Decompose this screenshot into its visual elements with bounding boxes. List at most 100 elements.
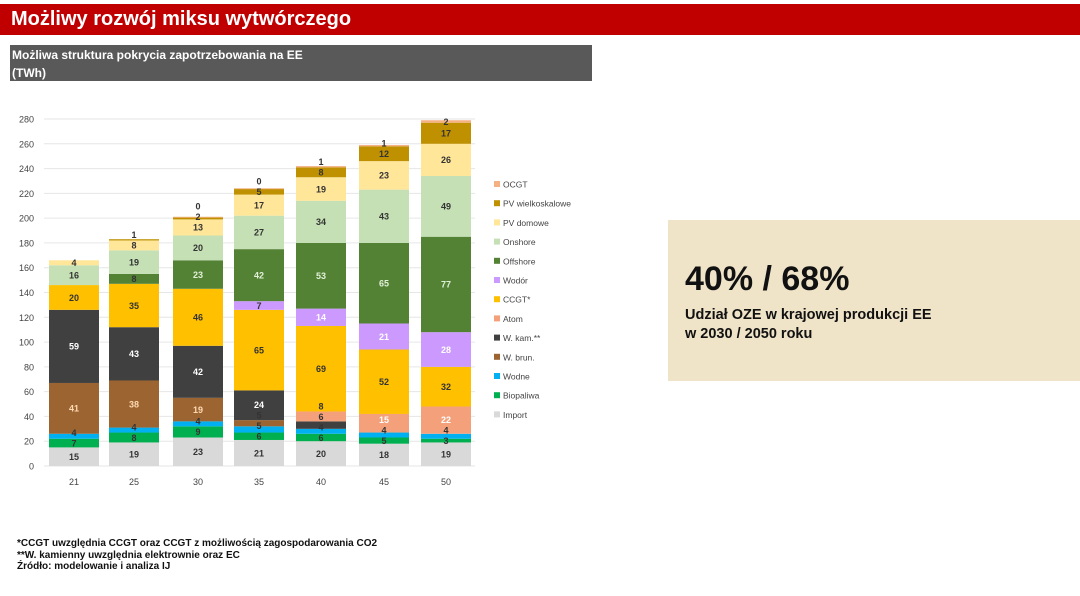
bar-segment — [234, 215, 284, 250]
y-tick-label: 40 — [24, 412, 34, 422]
bar-segment — [109, 239, 159, 241]
data-label: 4 — [71, 258, 76, 268]
data-label: 21 — [254, 448, 264, 458]
bar-segment — [296, 177, 346, 201]
bar-segment — [359, 242, 409, 324]
bar-segment — [296, 421, 346, 429]
data-label: 5 — [256, 187, 261, 197]
bar-segment — [359, 432, 409, 438]
bar-segment — [49, 265, 99, 286]
data-label: 4 — [131, 422, 136, 432]
bar-segment — [49, 309, 99, 383]
data-label: 43 — [129, 349, 139, 359]
bar-segment — [296, 433, 346, 442]
y-tick-label: 0 — [29, 462, 34, 472]
legend-swatch — [494, 315, 500, 322]
data-label: 21 — [379, 332, 389, 342]
data-label: 12 — [379, 149, 389, 159]
legend-swatch — [494, 334, 500, 341]
bar-segment — [173, 235, 223, 261]
data-label: 49 — [441, 202, 451, 212]
bar-segment — [234, 420, 284, 427]
y-tick-label: 140 — [19, 288, 34, 298]
data-label: 6 — [318, 433, 323, 443]
data-label: 59 — [69, 342, 79, 352]
data-label: 38 — [129, 399, 139, 409]
data-label: 19 — [441, 450, 451, 460]
data-label: 17 — [441, 129, 451, 139]
bar-segment — [49, 447, 99, 466]
bar-segment — [173, 421, 223, 427]
bar-segment — [49, 438, 99, 448]
data-label: 2 — [195, 212, 200, 222]
chart-subtitle: Możliwa struktura pokrycia zapotrzebowan… — [12, 48, 303, 62]
data-label: 0 — [195, 202, 200, 212]
data-label: 4 — [443, 425, 448, 435]
y-tick-label: 80 — [24, 362, 34, 372]
data-label: 9 — [195, 427, 200, 437]
legend-label: Biopaliwa — [503, 391, 540, 401]
bar-segment — [234, 439, 284, 466]
kpi-text-line1: Udział OZE w krajowej produkcji EE — [685, 307, 932, 323]
data-label: 1 — [318, 157, 323, 167]
bar-segment — [173, 216, 223, 220]
data-label: 19 — [129, 450, 139, 460]
bar-segment — [109, 327, 159, 381]
bar-segment — [359, 146, 409, 162]
legend-label: W. brun. — [503, 352, 535, 362]
bar-segment — [296, 441, 346, 466]
bar-segment — [173, 345, 223, 398]
y-tick-label: 280 — [19, 115, 34, 125]
data-label: 7 — [71, 438, 76, 448]
data-label: 65 — [379, 279, 389, 289]
data-label: 15 — [69, 452, 79, 462]
bar-segment — [49, 382, 99, 434]
data-label: 15 — [379, 415, 389, 425]
data-label: 27 — [254, 228, 264, 238]
data-label: 19 — [129, 257, 139, 267]
kpi-text-line2: w 2030 / 2050 roku — [685, 326, 813, 342]
legend-label: Wodne — [503, 372, 530, 382]
x-tick-label: 25 — [129, 477, 139, 487]
data-label: 4 — [195, 417, 200, 427]
data-label: 0 — [256, 176, 261, 186]
bar-segment — [359, 189, 409, 243]
data-label: 53 — [316, 271, 326, 281]
data-label: 2 — [443, 117, 448, 127]
data-label: 6 — [256, 432, 261, 442]
bar-segment — [421, 120, 471, 123]
data-label: 22 — [441, 415, 451, 425]
bar-segment — [421, 176, 471, 237]
bar-segment — [109, 442, 159, 466]
y-tick-label: 120 — [19, 313, 34, 323]
data-label: 8 — [131, 433, 136, 443]
data-label: 8 — [131, 241, 136, 251]
bar-segment — [296, 428, 346, 434]
y-tick-label: 100 — [19, 338, 34, 348]
bar-segment — [296, 200, 346, 243]
data-label: 28 — [441, 345, 451, 355]
bar-segment — [421, 433, 471, 439]
bar-segment — [296, 308, 346, 326]
bar-segment — [421, 442, 471, 466]
legend-label: Import — [503, 410, 528, 420]
y-tick-label: 200 — [19, 214, 34, 224]
x-tick-label: 40 — [316, 477, 326, 487]
bar-segment — [234, 188, 284, 195]
data-label: 24 — [254, 400, 264, 410]
bar-segment — [173, 437, 223, 466]
data-label: 34 — [316, 217, 326, 227]
y-tick-label: 160 — [19, 263, 34, 273]
y-tick-label: 60 — [24, 387, 34, 397]
data-label: 26 — [441, 155, 451, 165]
legend-swatch — [494, 373, 500, 379]
data-label: 43 — [379, 212, 389, 222]
bar-segment — [49, 433, 99, 439]
bar-segment — [109, 380, 159, 428]
data-label: 18 — [379, 450, 389, 460]
source-note: Źródło: modelowanie i analiza IJ — [17, 561, 171, 572]
data-label: 42 — [193, 367, 203, 377]
bar-segment — [359, 323, 409, 350]
y-tick-label: 220 — [19, 189, 34, 199]
bar-segment — [421, 236, 471, 333]
